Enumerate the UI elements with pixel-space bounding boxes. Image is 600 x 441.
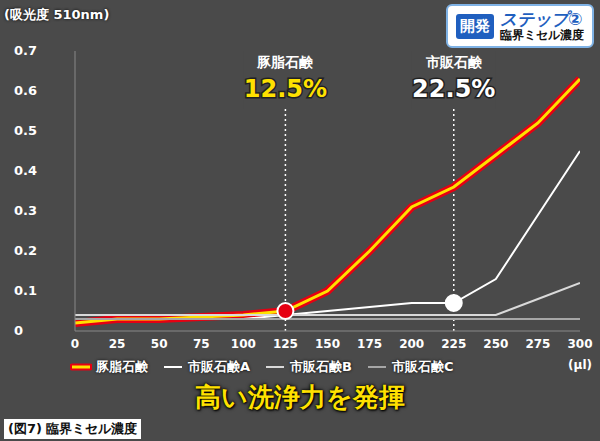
html-text:市販石鹸B: 市販石鹸B xyxy=(290,359,352,374)
svg-text:225: 225 xyxy=(441,337,466,351)
svg-text:25: 25 xyxy=(109,337,126,351)
svg-text:150: 150 xyxy=(315,337,340,351)
svg-text:275: 275 xyxy=(525,337,550,351)
svg-text:0.7: 0.7 xyxy=(14,43,37,58)
svg-text:0: 0 xyxy=(71,337,79,351)
svg-text:100: 100 xyxy=(231,337,256,351)
svg-text:250: 250 xyxy=(483,337,508,351)
html-text:市販石鹸A: 市販石鹸A xyxy=(188,359,251,374)
svg-text:0.5: 0.5 xyxy=(14,123,37,138)
html-text:開発: 開発 xyxy=(460,16,490,35)
svg-text:0.2: 0.2 xyxy=(14,243,37,258)
svg-text:0: 0 xyxy=(14,323,23,338)
svg-text:0.4: 0.4 xyxy=(14,163,37,178)
html-text:(吸光度 510nm): (吸光度 510nm) xyxy=(4,7,110,22)
html-text:(μl): (μl) xyxy=(568,358,592,372)
html-text:ステップ②: ステップ② xyxy=(500,9,583,30)
svg-text:0.1: 0.1 xyxy=(14,283,37,298)
svg-text:175: 175 xyxy=(357,337,382,351)
svg-text:125: 125 xyxy=(273,337,298,351)
svg-text:市販石鹸: 市販石鹸 xyxy=(425,54,483,70)
svg-text:12.5%: 12.5% xyxy=(244,75,327,103)
html-text:臨界ミセル濃度: 臨界ミセル濃度 xyxy=(500,27,584,42)
html-text:高い洗浄力を発揮: 高い洗浄力を発揮 xyxy=(195,382,405,412)
svg-text:75: 75 xyxy=(193,337,210,351)
svg-text:50: 50 xyxy=(151,337,168,351)
svg-text:0.6: 0.6 xyxy=(14,83,37,98)
svg-text:300: 300 xyxy=(567,337,592,351)
svg-text:豚脂石鹸: 豚脂石鹸 xyxy=(256,54,314,70)
html-text:(図7) 臨界ミセル濃度: (図7) 臨界ミセル濃度 xyxy=(8,421,138,436)
html-text:豚脂石鹸: 豚脂石鹸 xyxy=(96,359,148,374)
html-text:市販石鹸C: 市販石鹸C xyxy=(392,359,454,374)
svg-text:200: 200 xyxy=(399,337,424,351)
svg-text:22.5%: 22.5% xyxy=(412,75,495,103)
svg-text:0.3: 0.3 xyxy=(14,203,37,218)
